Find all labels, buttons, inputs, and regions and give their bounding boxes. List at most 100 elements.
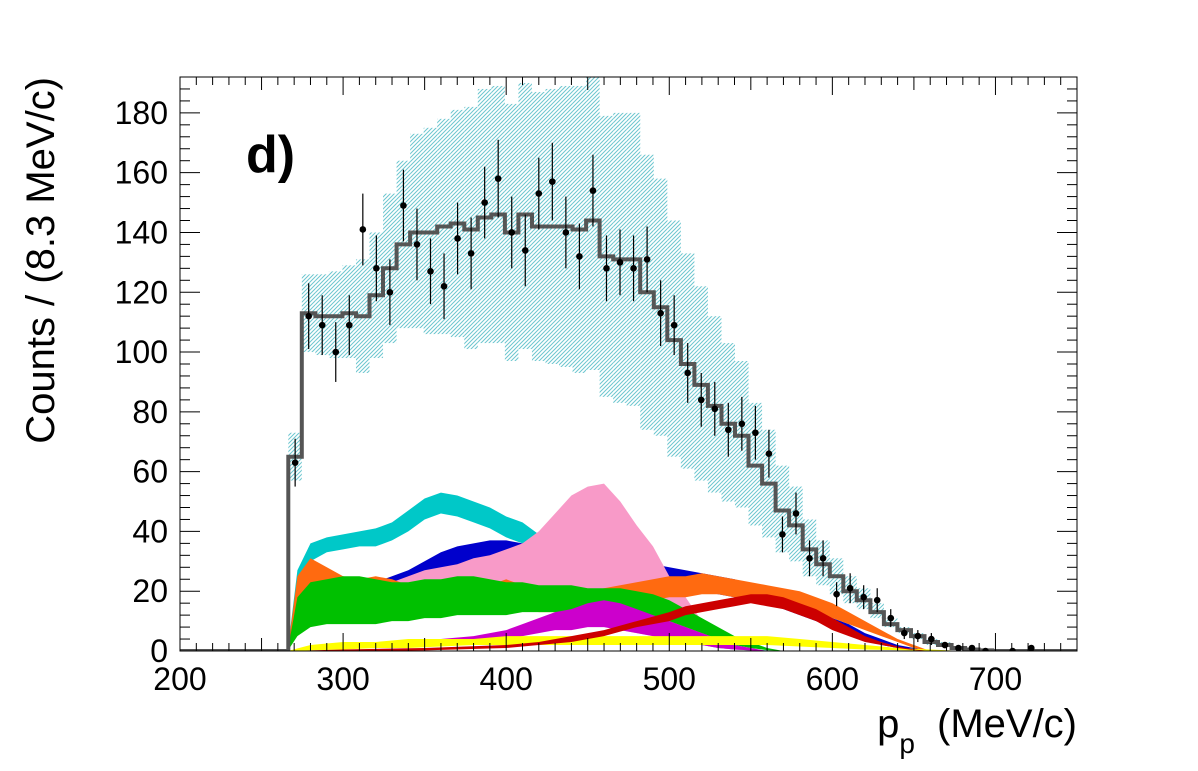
data-point bbox=[359, 193, 367, 266]
band-yellow bbox=[287, 636, 963, 651]
data-point bbox=[792, 492, 800, 535]
data-point-marker bbox=[440, 282, 448, 290]
data-point-marker bbox=[400, 202, 407, 209]
data-point-marker bbox=[643, 256, 651, 263]
data-point-marker bbox=[359, 226, 367, 233]
data-point-marker bbox=[887, 614, 895, 622]
data-point bbox=[928, 633, 935, 646]
y-tick-label: 100 bbox=[115, 334, 168, 370]
y-tick-label: 0 bbox=[150, 633, 168, 669]
data-point-marker bbox=[427, 268, 434, 275]
data-point bbox=[914, 630, 922, 643]
data-point bbox=[1028, 644, 1035, 651]
data-point bbox=[765, 429, 773, 478]
data-point-marker bbox=[305, 312, 312, 320]
data-point bbox=[413, 208, 421, 281]
data-point bbox=[982, 647, 989, 651]
data-point-marker bbox=[494, 175, 502, 182]
data-point bbox=[549, 142, 556, 221]
data-point-marker bbox=[576, 253, 583, 260]
data-point-marker bbox=[846, 584, 854, 592]
data-point bbox=[562, 196, 570, 269]
y-tick-label: 60 bbox=[132, 454, 168, 490]
data-point bbox=[454, 202, 461, 275]
data-point-marker bbox=[779, 531, 786, 538]
axes: 200 300 400 500 600 700 0 20 40 60 80 100 120 140 160 1… bbox=[115, 76, 1078, 697]
plot-area bbox=[180, 77, 1077, 651]
data-point-marker bbox=[752, 429, 759, 437]
data-point-marker bbox=[373, 265, 380, 272]
data-point-marker bbox=[792, 510, 800, 517]
band-magenta bbox=[287, 600, 768, 651]
data-point bbox=[860, 585, 867, 610]
x-tick-label: 200 bbox=[153, 661, 206, 697]
data-point-marker bbox=[928, 635, 935, 643]
mc-total-histogram bbox=[180, 212, 1077, 651]
data-point bbox=[873, 588, 881, 613]
y-tick-label: 180 bbox=[115, 95, 168, 131]
y-tick-label: 120 bbox=[115, 274, 168, 310]
y-tick-label: 80 bbox=[132, 394, 168, 430]
data-point-marker bbox=[725, 426, 732, 434]
data-point bbox=[589, 154, 597, 227]
data-point-marker bbox=[481, 199, 488, 206]
data-point bbox=[725, 402, 732, 457]
data-point bbox=[955, 644, 962, 651]
data-point-marker bbox=[535, 190, 543, 197]
data-point bbox=[941, 641, 949, 649]
x-axis-label-main: p bbox=[877, 702, 899, 746]
data-point-marker bbox=[657, 309, 664, 317]
data-point bbox=[494, 139, 502, 218]
y-axis-label: Counts / (8.3 MeV/c) bbox=[19, 77, 63, 444]
data-point-marker bbox=[332, 348, 340, 356]
data-point bbox=[305, 283, 312, 350]
data-point-marker bbox=[914, 632, 922, 640]
data-point bbox=[1009, 647, 1016, 651]
data-point-marker bbox=[616, 259, 624, 266]
data-point-marker bbox=[630, 265, 637, 272]
band-green bbox=[287, 576, 784, 651]
y-tick-label: 140 bbox=[115, 214, 168, 250]
data-point bbox=[440, 253, 448, 320]
data-point bbox=[806, 540, 813, 577]
data-point-marker bbox=[521, 247, 529, 254]
data-point-marker bbox=[603, 265, 610, 272]
data-point bbox=[576, 223, 583, 290]
data-point-marker bbox=[941, 641, 949, 649]
x-axis-label-subscript: p bbox=[899, 728, 915, 759]
data-point bbox=[616, 229, 624, 296]
data-point-marker bbox=[413, 241, 421, 248]
data-point-marker bbox=[454, 235, 461, 242]
data-point-marker bbox=[684, 369, 692, 377]
data-point-marker bbox=[738, 420, 746, 428]
labels: d) Counts / (8.3 MeV/c) pp (MeV/c) bbox=[19, 77, 1077, 759]
data-point-marker bbox=[386, 288, 394, 296]
data-point-marker bbox=[549, 178, 556, 185]
data-point bbox=[386, 259, 394, 326]
data-point-marker bbox=[873, 596, 881, 604]
data-point bbox=[887, 609, 895, 628]
data-point-marker bbox=[982, 647, 989, 651]
data-point-marker bbox=[589, 187, 597, 194]
data-point-marker bbox=[860, 593, 867, 601]
y-tick-label: 20 bbox=[132, 573, 168, 609]
data-point-marker bbox=[1009, 647, 1016, 651]
data-point bbox=[833, 582, 840, 607]
data-point bbox=[467, 217, 475, 290]
y-tick-label: 40 bbox=[132, 513, 168, 549]
data-point bbox=[738, 396, 746, 451]
data-point bbox=[846, 573, 854, 604]
data-point-marker bbox=[318, 321, 326, 329]
data-point-marker bbox=[670, 321, 678, 329]
data-point bbox=[968, 644, 976, 651]
data-point bbox=[345, 295, 353, 356]
data-point bbox=[643, 226, 651, 293]
data-point-marker bbox=[467, 250, 475, 257]
data-point bbox=[400, 169, 407, 242]
data-point-marker bbox=[900, 629, 908, 637]
data-point bbox=[318, 295, 326, 356]
data-point-marker bbox=[833, 590, 840, 598]
x-tick-label: 400 bbox=[479, 661, 532, 697]
